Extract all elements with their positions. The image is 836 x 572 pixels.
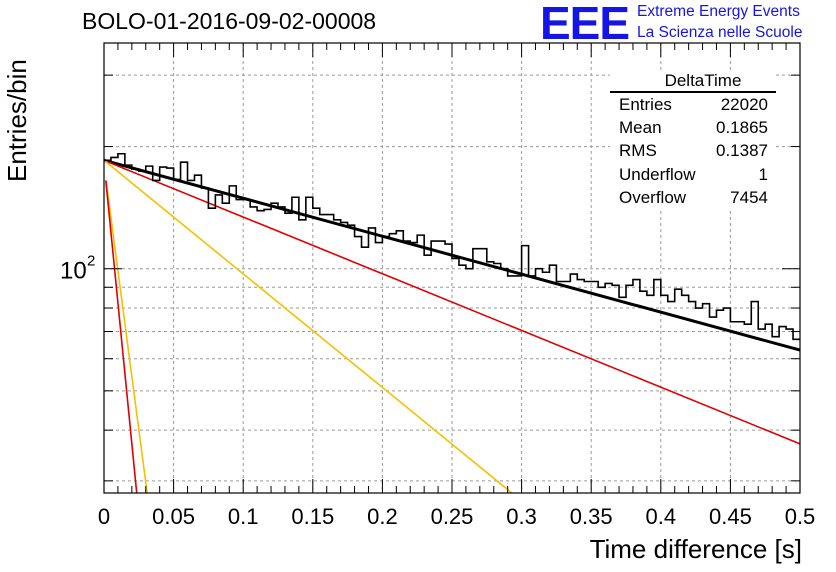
axis-ticks	[103, 43, 801, 493]
stats-row-rms: RMS 0.1387	[610, 139, 776, 162]
stats-row-underflow: Underflow 1	[610, 163, 776, 186]
stats-title: DeltaTime	[610, 70, 776, 93]
tick-labels: 0 0.05 0.1 0.15 0.2 0.25 0.3 0.35 0.4 0.45 0.5 10 2	[60, 253, 815, 529]
y-axis-label: Entries/bin	[2, 59, 32, 182]
y-tick-label: 10	[60, 258, 87, 285]
y-tick-label-exponent: 2	[87, 253, 95, 270]
fit-line	[105, 180, 138, 494]
stats-row-mean: Mean 0.1865	[610, 116, 776, 139]
stats-row-overflow: Overflow 7454	[610, 186, 776, 209]
stats-label: Overflow	[619, 187, 687, 207]
x-tick-label: 0	[98, 504, 110, 529]
stats-value: 22020	[720, 95, 768, 114]
x-tick-label: 0.3	[506, 504, 537, 529]
stats-label: Mean	[619, 118, 662, 138]
chart-title: BOLO-01-2016-09-02-00008	[82, 8, 377, 34]
stats-row-entries: Entries 22020	[610, 93, 776, 116]
stats-label: Underflow	[619, 164, 696, 184]
logo-line-1: Extreme Energy Events	[637, 3, 800, 20]
logo-line-2: La Scienza nelle Scuole	[637, 24, 803, 41]
x-tick-label: 0.4	[646, 504, 677, 529]
x-tick-label: 0.2	[367, 504, 398, 529]
eee-logo: EEE	[540, 0, 630, 49]
histogram-bins	[104, 152, 800, 341]
x-tick-label: 0.05	[152, 504, 195, 529]
x-tick-label: 0.25	[431, 504, 474, 529]
x-axis-label: Time difference [s]	[589, 534, 802, 564]
histogram	[104, 152, 800, 341]
stats-value: 0.1865	[716, 118, 768, 138]
stats-value: 7454	[730, 187, 768, 207]
x-tick-label: 0.45	[709, 504, 752, 529]
stats-value: 1	[758, 164, 768, 184]
fit-line	[105, 180, 148, 494]
stats-label: RMS	[619, 141, 657, 161]
stats-value: 0.1387	[716, 141, 768, 161]
x-tick-label: 0.35	[570, 504, 613, 529]
fit-line	[103, 159, 513, 494]
fit-line	[103, 159, 801, 445]
x-tick-label: 0.5	[785, 504, 816, 529]
stats-label: Entries	[619, 95, 672, 114]
x-tick-label: 0.1	[228, 504, 259, 529]
stats-box: DeltaTime Entries 22020 Mean 0.1865 RMS …	[610, 70, 776, 210]
x-tick-label: 0.15	[291, 504, 334, 529]
